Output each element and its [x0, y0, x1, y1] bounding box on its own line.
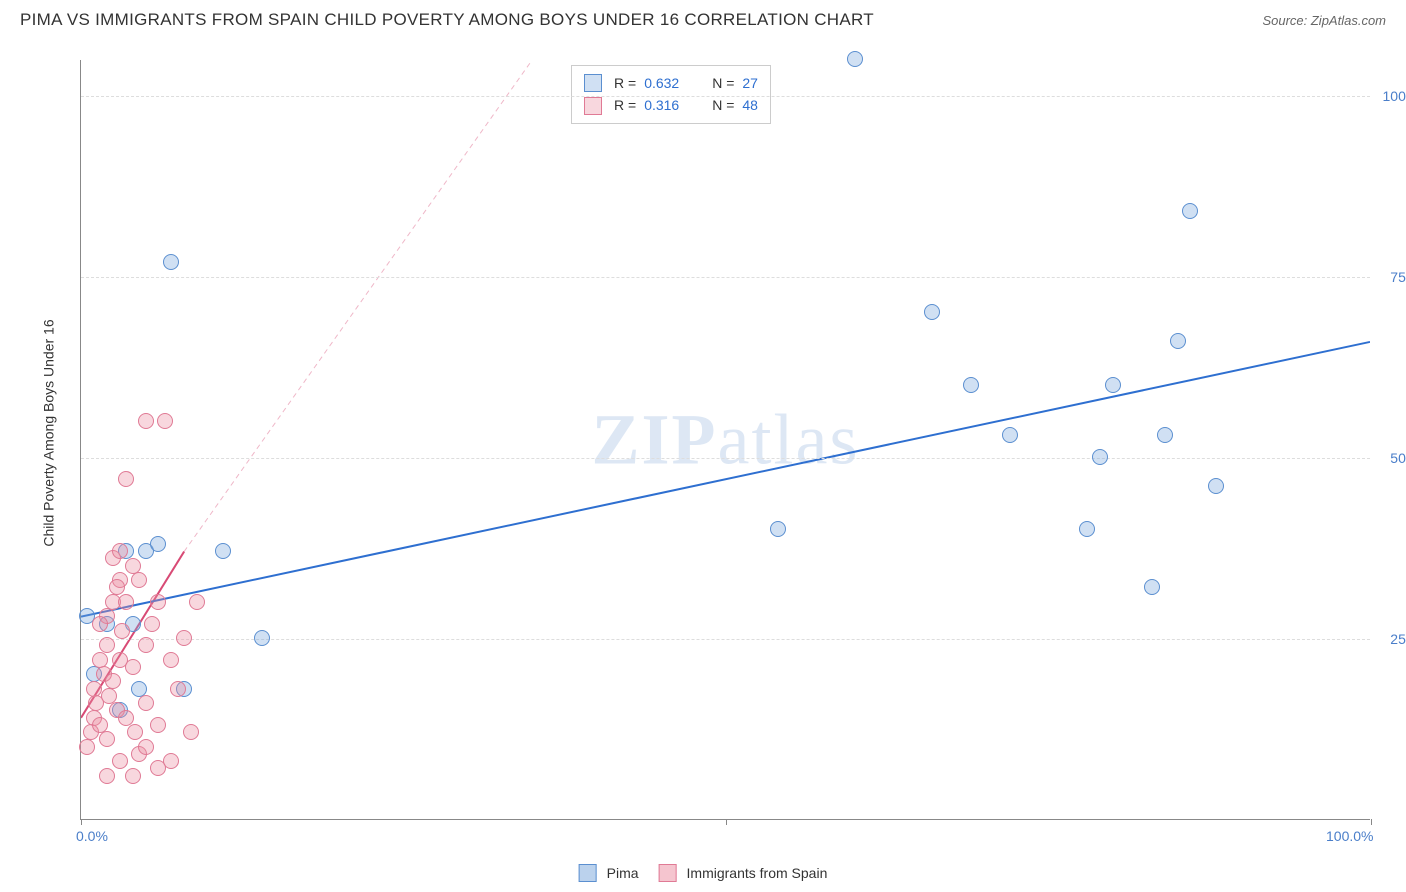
data-point [1002, 427, 1018, 443]
data-point [112, 753, 128, 769]
data-point [125, 659, 141, 675]
legend-label: Immigrants from Spain [687, 865, 828, 881]
n-label: N = [712, 72, 734, 94]
legend-swatch [584, 74, 602, 92]
r-label: R = [614, 94, 636, 116]
data-point [1157, 427, 1173, 443]
legend-swatch [579, 864, 597, 882]
data-point [138, 637, 154, 653]
data-point [150, 594, 166, 610]
data-point [254, 630, 270, 646]
legend-item: Pima [579, 864, 639, 882]
data-point [1092, 449, 1108, 465]
data-point [99, 731, 115, 747]
chart-title: PIMA VS IMMIGRANTS FROM SPAIN CHILD POVE… [20, 10, 874, 30]
header: PIMA VS IMMIGRANTS FROM SPAIN CHILD POVE… [0, 0, 1406, 35]
data-point [150, 536, 166, 552]
gridline [81, 458, 1370, 459]
data-point [79, 739, 95, 755]
gridline [81, 277, 1370, 278]
plot-area: ZIPatlas R =0.632N =27R =0.316N =48 25.0… [80, 60, 1370, 820]
n-value: 27 [742, 72, 758, 94]
r-value: 0.316 [644, 94, 694, 116]
data-point [163, 652, 179, 668]
data-point [92, 616, 108, 632]
data-point [189, 594, 205, 610]
data-point [924, 304, 940, 320]
data-point [1105, 377, 1121, 393]
data-point [118, 710, 134, 726]
y-tick-label: 25.0% [1375, 631, 1406, 647]
data-point [86, 681, 102, 697]
data-point [109, 579, 125, 595]
n-value: 48 [742, 94, 758, 116]
data-point [150, 760, 166, 776]
x-tick-mark [1371, 819, 1372, 825]
data-point [144, 616, 160, 632]
data-point [99, 637, 115, 653]
data-point [176, 630, 192, 646]
source-attribution: Source: ZipAtlas.com [1262, 13, 1386, 28]
stats-row: R = 0.316 N = 48 [584, 94, 758, 116]
data-point [131, 572, 147, 588]
watermark: ZIPatlas [592, 398, 860, 481]
legend-item: Immigrants from Spain [659, 864, 828, 882]
x-tick-mark [726, 819, 727, 825]
gridline [81, 639, 1370, 640]
legend-label: Pima [607, 865, 639, 881]
y-tick-label: 50.0% [1375, 450, 1406, 466]
y-tick-label: 75.0% [1375, 269, 1406, 285]
data-point [157, 413, 173, 429]
watermark-bold: ZIP [592, 399, 718, 479]
data-point [163, 254, 179, 270]
legend-swatch [584, 97, 602, 115]
trend-lines [81, 60, 1370, 819]
data-point [125, 768, 141, 784]
data-point [138, 413, 154, 429]
gridline [81, 96, 1370, 97]
stats-row: R = 0.632 N = 27 [584, 72, 758, 94]
data-point [114, 623, 130, 639]
data-point [105, 673, 121, 689]
data-point [1170, 333, 1186, 349]
r-value: 0.632 [644, 72, 694, 94]
bottom-legend: Pima Immigrants from Spain [579, 864, 828, 882]
data-point [963, 377, 979, 393]
data-point [150, 717, 166, 733]
data-point [847, 51, 863, 67]
data-point [170, 681, 186, 697]
stats-box: R = 0.632 N = 27 R = 0.316 N = 48 [571, 65, 771, 124]
x-tick-mark [81, 819, 82, 825]
data-point [118, 471, 134, 487]
x-tick-label: 0.0% [76, 828, 108, 844]
data-point [112, 543, 128, 559]
n-label: N = [712, 94, 734, 116]
data-point [1144, 579, 1160, 595]
y-tick-label: 100.0% [1375, 88, 1406, 104]
data-point [215, 543, 231, 559]
x-tick-label: 100.0% [1326, 828, 1373, 844]
data-point [1079, 521, 1095, 537]
data-point [92, 652, 108, 668]
data-point [138, 739, 154, 755]
legend-swatch [659, 864, 677, 882]
data-point [770, 521, 786, 537]
r-label: R = [614, 72, 636, 94]
data-point [127, 724, 143, 740]
chart-container: Child Poverty Among Boys Under 16 ZIPatl… [50, 45, 1390, 845]
data-point [1182, 203, 1198, 219]
data-point [1208, 478, 1224, 494]
data-point [183, 724, 199, 740]
data-point [99, 768, 115, 784]
data-point [138, 695, 154, 711]
data-point [118, 594, 134, 610]
watermark-rest: atlas [718, 399, 860, 479]
y-axis-label: Child Poverty Among Boys Under 16 [41, 319, 57, 546]
